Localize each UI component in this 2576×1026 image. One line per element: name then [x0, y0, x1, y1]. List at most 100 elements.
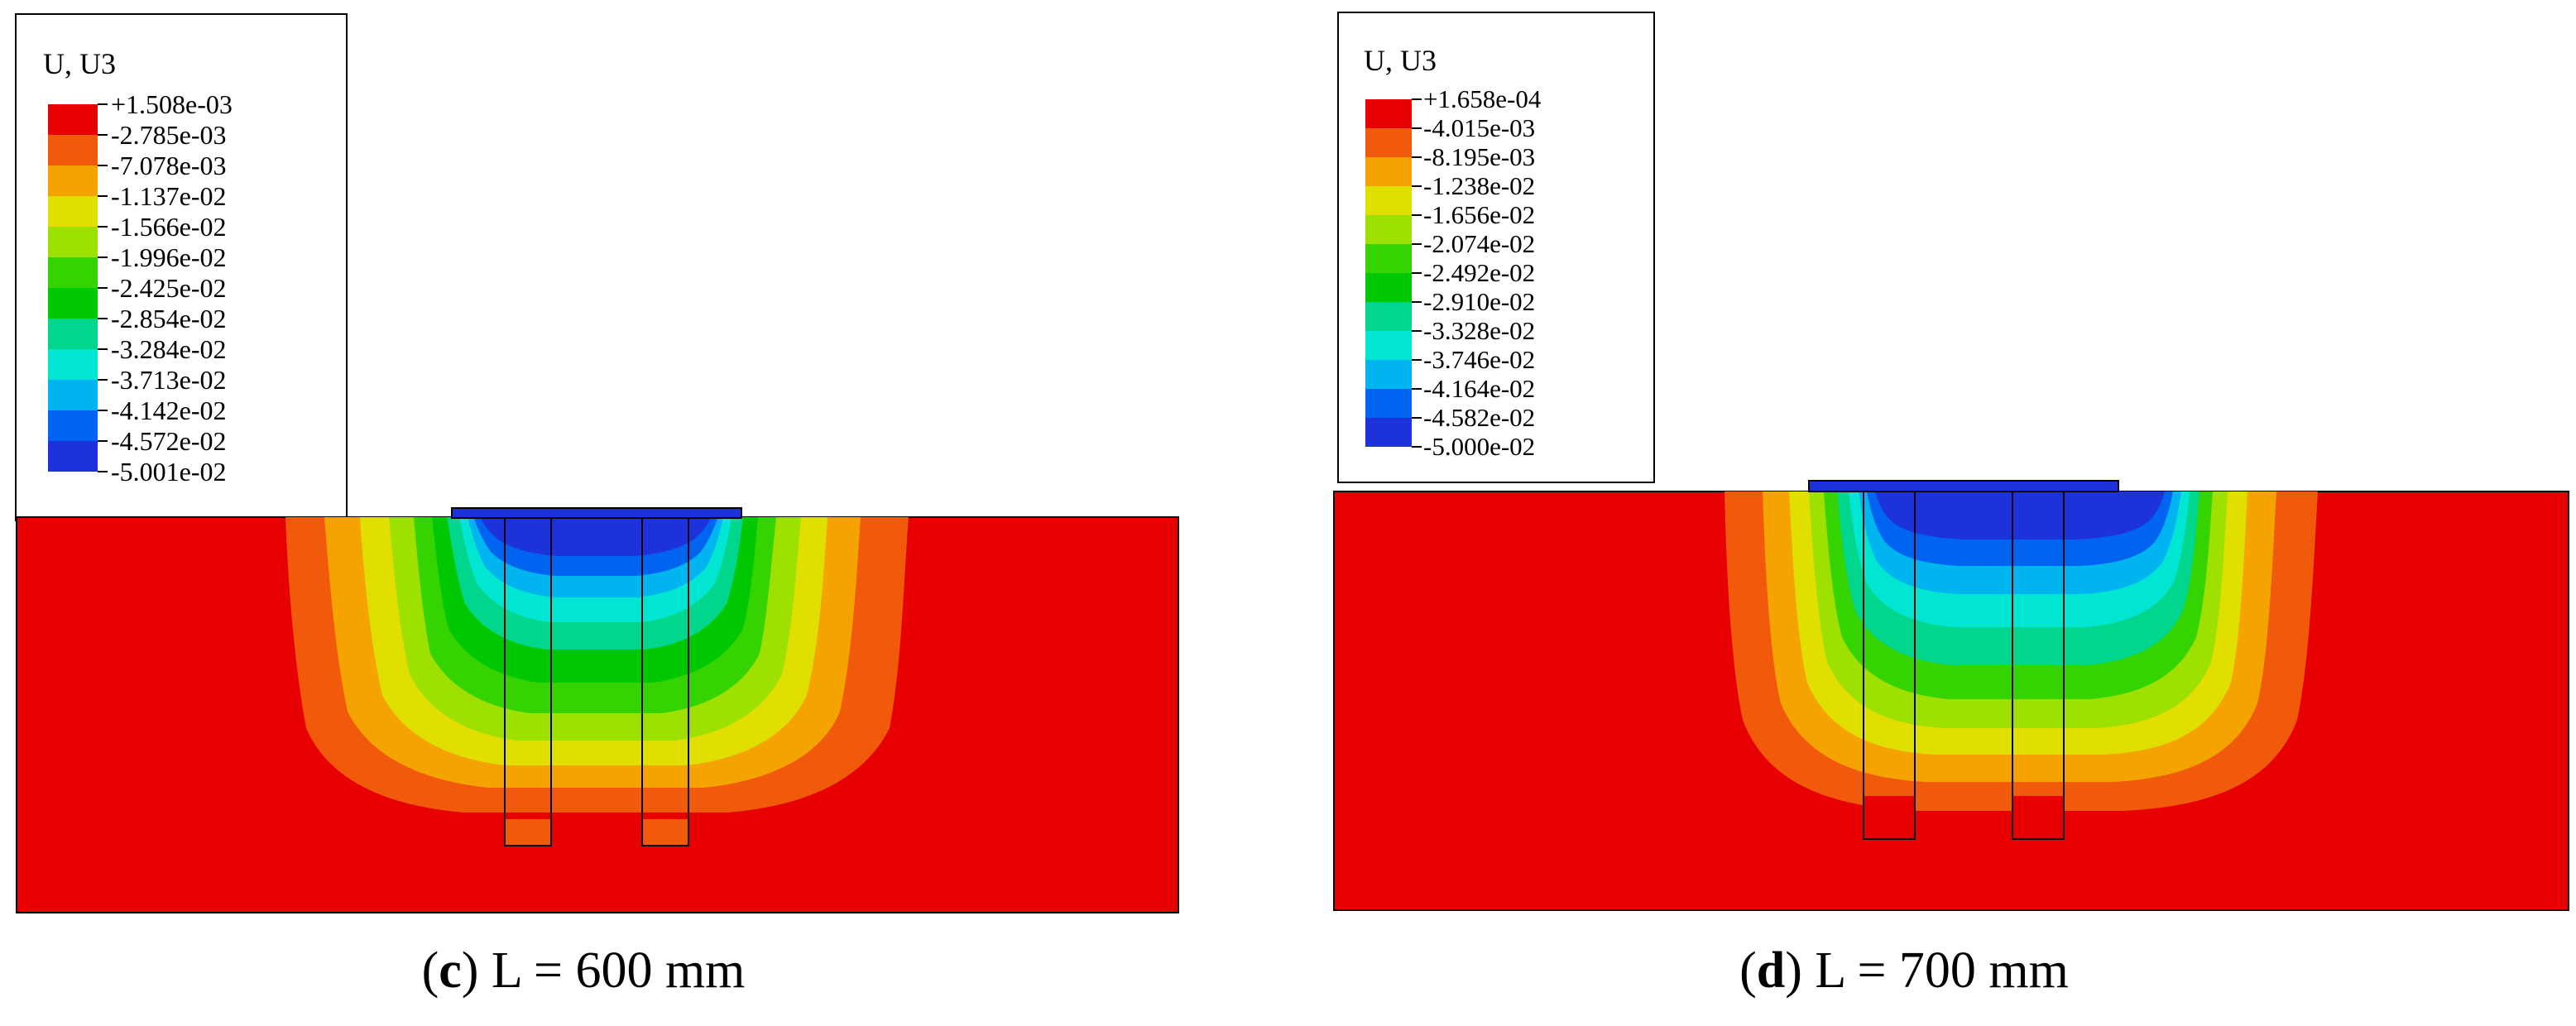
legend-label: -2.425e-02 [111, 273, 227, 303]
legend-label: -2.785e-03 [111, 120, 227, 150]
legend-label: -4.582e-02 [1423, 403, 1536, 432]
legend-label: -5.001e-02 [111, 457, 227, 487]
caption-panel-c: (c) L = 600 mm [421, 942, 746, 999]
pile [504, 517, 552, 846]
legend-swatch [48, 135, 98, 165]
legend-label: -4.164e-02 [1423, 374, 1536, 403]
legend-swatch [1365, 331, 1412, 360]
legend-tick [1412, 214, 1422, 216]
panel-d: U, U3 +1.658e-04 -4.015e-03 -8.195e-03 -… [1288, 0, 2576, 1026]
legend-label: -2.492e-02 [1423, 258, 1536, 287]
contour-plot-panel-c [16, 507, 1179, 913]
legend-swatch [1365, 215, 1412, 244]
legend-swatch [1365, 360, 1412, 389]
pile-tip-zone [1864, 796, 1914, 838]
contour-band [480, 517, 712, 556]
legend-tick [1412, 446, 1422, 448]
legend-label: +1.658e-04 [1423, 84, 1542, 113]
legend-tick [98, 287, 108, 289]
legend-swatch [48, 410, 98, 441]
legend-tick [98, 471, 108, 472]
pile [2012, 491, 2065, 840]
legend-swatch [1365, 389, 1412, 418]
legend-tick [1412, 359, 1422, 361]
legend-tick [98, 195, 108, 197]
caption-text: L = 600 mm [491, 942, 746, 999]
legend-swatch [48, 196, 98, 227]
legend-tick [98, 256, 108, 258]
legend-title: U, U3 [43, 47, 116, 80]
legend-tick [98, 440, 108, 442]
caption-panel-d: (d) L = 700 mm [1739, 942, 2069, 999]
legend-label: -3.284e-02 [111, 334, 227, 364]
legend-tick [98, 410, 108, 411]
legend-swatch [48, 257, 98, 288]
pile-cap [451, 507, 742, 519]
legend-label: -4.572e-02 [111, 426, 227, 456]
legend-panel-c: U, U3 +1.508e-03 -2.785e-03 -7.078e-03 -… [15, 13, 348, 521]
legend-tick [98, 318, 108, 319]
pile [1863, 491, 1916, 840]
legend-label: -3.328e-02 [1423, 316, 1536, 345]
legend-swatch [1365, 99, 1412, 128]
pile [641, 517, 689, 846]
legend-swatch [48, 380, 98, 410]
legend-tick [98, 379, 108, 381]
caption-letter: c [439, 942, 462, 999]
legend-label: -2.910e-02 [1423, 287, 1536, 316]
contour-plot-panel-d [1333, 480, 2569, 911]
caption-letter: d [1756, 942, 1786, 999]
legend-label: +1.508e-03 [111, 89, 233, 119]
legend-tick [1412, 272, 1422, 274]
legend-title: U, U3 [1364, 44, 1437, 77]
caption-text: L = 700 mm [1815, 942, 2069, 999]
legend-swatch [48, 441, 98, 472]
legend-panel-d: U, U3 +1.658e-04 -4.015e-03 -8.195e-03 -… [1337, 12, 1655, 483]
legend-label: -1.656e-02 [1423, 200, 1536, 229]
legend-tick [98, 103, 108, 105]
legend-tick [1412, 156, 1422, 158]
legend-label: -8.195e-03 [1423, 142, 1536, 171]
legend-tick [1412, 243, 1422, 245]
legend-swatch [1365, 128, 1412, 157]
legend-tick [1412, 417, 1422, 419]
legend-label: -2.854e-02 [111, 304, 227, 333]
legend-swatch [1365, 302, 1412, 331]
legend-swatch [48, 349, 98, 380]
legend-tick [1412, 330, 1422, 332]
legend-swatch [1365, 273, 1412, 302]
legend-label: -7.078e-03 [111, 151, 227, 180]
legend-label: -1.238e-02 [1423, 171, 1536, 200]
legend-tick [1412, 98, 1422, 100]
legend-swatch [48, 165, 98, 196]
legend-label: -1.137e-02 [111, 181, 227, 211]
legend-label: -4.142e-02 [111, 396, 227, 425]
legend-swatch [48, 104, 98, 135]
legend-label: -1.566e-02 [111, 212, 227, 242]
legend-tick [1412, 301, 1422, 303]
legend-tick [1412, 388, 1422, 390]
legend-swatch [1365, 418, 1412, 447]
legend-label: -3.713e-02 [111, 365, 227, 395]
legend-tick [1412, 127, 1422, 129]
legend-label: -1.996e-02 [111, 242, 227, 272]
legend-tick [98, 165, 108, 166]
legend-swatch [1365, 186, 1412, 215]
legend-label: -5.000e-02 [1423, 432, 1536, 461]
legend-label: -3.746e-02 [1423, 345, 1536, 374]
legend-tick [98, 226, 108, 228]
legend-swatch [1365, 244, 1412, 273]
legend-label: -4.015e-03 [1423, 113, 1536, 142]
legend-swatch [48, 288, 98, 319]
panel-c: U, U3 +1.508e-03 -2.785e-03 -7.078e-03 -… [15, 13, 1179, 999]
pile-tip-zone [506, 819, 550, 845]
pile-cap [1808, 480, 2119, 492]
legend-swatch [48, 227, 98, 257]
legend-label: -2.074e-02 [1423, 229, 1536, 258]
legend-tick [1412, 185, 1422, 187]
legend-swatch [1365, 157, 1412, 186]
legend-tick [98, 348, 108, 350]
contour-band [1875, 491, 2165, 539]
pile-tip-zone [2013, 796, 2063, 838]
legend-tick [98, 134, 108, 136]
